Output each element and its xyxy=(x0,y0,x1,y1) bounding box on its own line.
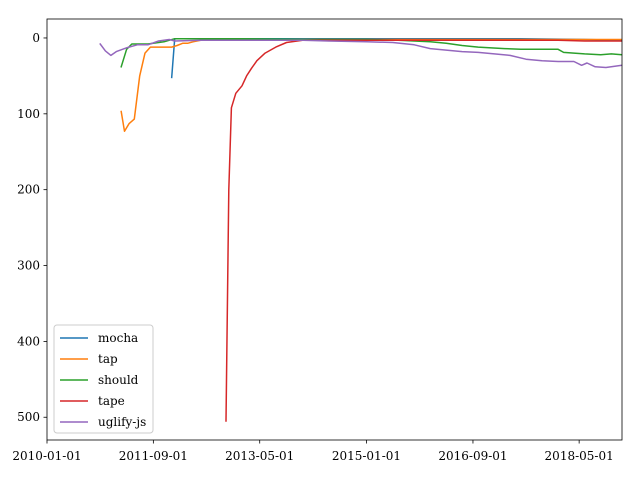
x-tick-label: 2011-09-01 xyxy=(119,449,188,463)
y-tick-label: 200 xyxy=(17,183,40,197)
y-tick-label: 400 xyxy=(17,334,40,348)
legend-label-tape: tape xyxy=(98,394,125,408)
y-tick-label: 500 xyxy=(17,410,40,424)
legend-label-mocha: mocha xyxy=(98,331,138,345)
x-tick-label: 2010-01-01 xyxy=(12,449,81,463)
y-tick-label: 0 xyxy=(32,31,40,45)
series-line-should xyxy=(120,37,622,68)
y-tick-label: 300 xyxy=(17,259,40,273)
series-layer xyxy=(99,37,622,422)
x-tick-label: 2016-09-01 xyxy=(438,449,507,463)
x-tick-label: 2013-05-01 xyxy=(225,449,294,463)
y-tick-label: 100 xyxy=(17,107,40,121)
x-tick-label: 2015-01-01 xyxy=(332,449,401,463)
series-line-tape xyxy=(225,39,622,422)
plot-frame xyxy=(46,18,623,441)
x-axis: 2010-01-01 2011-09-01 2013-05-01 2015-01-01… xyxy=(12,440,614,463)
y-axis: 0 100 200 300 400 500 xyxy=(17,31,47,424)
legend: mocha tap should tape uglify-js xyxy=(53,324,154,434)
legend-label-tap: tap xyxy=(98,352,118,366)
x-tick-label: 2018-05-01 xyxy=(545,449,614,463)
legend-box xyxy=(53,324,154,434)
legend-label-uglify-js: uglify-js xyxy=(98,415,146,429)
legend-label-should: should xyxy=(98,373,139,387)
series-line-uglify-js xyxy=(99,38,622,69)
